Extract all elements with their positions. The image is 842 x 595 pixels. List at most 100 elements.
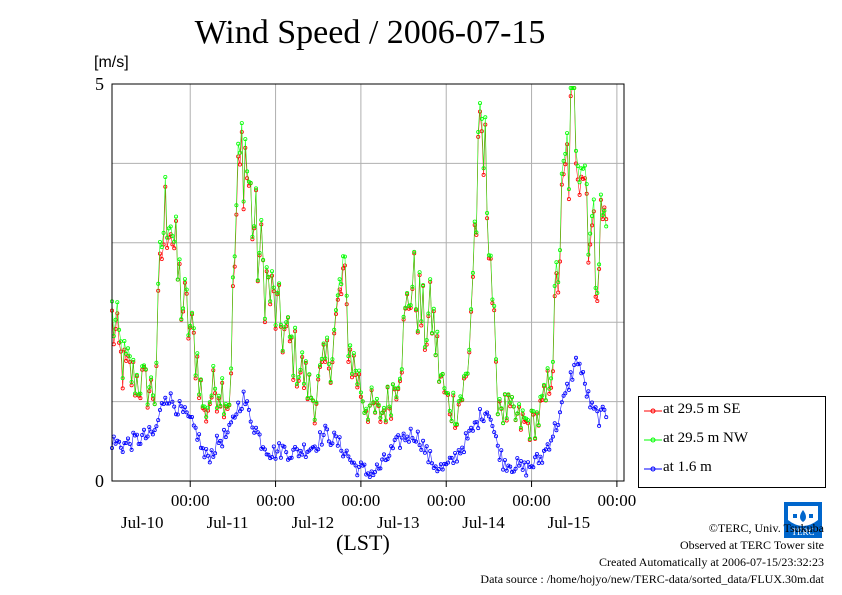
series-1-6m-point [374,462,379,467]
legend-swatch-se [644,408,662,414]
series-1-6m-point [223,435,228,440]
x-tick-date-label: Jul-14 [462,513,505,532]
series-se-point [577,192,582,197]
series-1-6m-point [378,466,383,471]
series-nw-point [126,346,131,351]
series-1-6m-point [524,473,529,478]
series-nw-point [346,354,351,359]
series-nw-point [181,306,186,311]
series-se-point [172,246,177,251]
series-nw-point [129,379,134,384]
series-1-6m-point [200,446,205,451]
series-nw-point [202,404,207,409]
series-nw-point [165,235,170,240]
series-1-6m-point [339,448,344,453]
series-nw-point [493,357,498,362]
series-nw-point [476,129,481,134]
series-1-6m-point [586,389,591,394]
series-nw-point [154,360,159,365]
series-1-6m-point [465,436,470,441]
series-nw-point [490,297,495,302]
series-nw-point [461,374,466,379]
x-tick-time-label: 00:00 [171,491,210,510]
series-1-6m-point [323,423,328,428]
series-nw-point [595,290,600,295]
series-nw-point [287,334,292,339]
series-nw-point [506,392,511,397]
series-nw-point [501,421,506,426]
series-1-6m-point [117,439,122,444]
series-nw-point [312,417,317,422]
series-1-6m-point [332,430,337,435]
series-1-6m-point [262,447,267,452]
series-1-6m-point [221,427,226,432]
series-1-6m-point [126,436,131,441]
series-nw-point [577,180,582,185]
series-1-6m-point [316,447,321,452]
series-1-6m-point [517,463,522,468]
series-nw-point [248,180,253,185]
footer-info: ©TERC, Univ. Tsukuba Observed at TERC To… [480,520,824,588]
series-se-point [346,359,351,364]
series-nw-point [243,137,248,142]
series-nw-point [200,404,205,409]
series-nw-point [383,418,388,423]
series-nw-point [150,393,155,398]
series-nw-point [138,391,143,396]
series-nw-point [310,398,315,403]
series-nw-point [381,405,386,410]
series-se-point [237,162,242,167]
series-se-point [339,292,344,297]
series-nw-point [597,262,602,267]
series-nw-point [451,390,456,395]
series-nw-point [330,357,335,362]
series-nw-point [460,397,465,402]
series-1-6m-point [337,435,342,440]
series-nw-point [389,413,394,418]
series-nw-point [499,406,504,411]
series-1-6m-point [550,434,555,439]
legend-item-nw: at 29.5 m NW [639,430,825,450]
series-nw-point [588,231,593,236]
series-1-6m-point [381,452,386,457]
series-1-6m-point [390,446,395,451]
series-1-6m-point [426,460,431,465]
series-nw-point [333,308,338,313]
series-1-6m-point [380,457,385,462]
series-1-6m-point [405,434,410,439]
series-nw-point [184,287,189,292]
series-1-6m-point [220,444,225,449]
series-1-6m-point [397,445,402,450]
series-nw-point [113,317,118,322]
series-se-point [556,290,561,295]
series-nw-point [479,116,484,121]
series-1-6m-point [284,450,289,455]
series-nw-point [280,348,285,353]
series-1-6m-point [140,432,145,437]
series-nw-point [141,363,146,368]
series-nw-point [269,269,274,274]
series-1-6m-point [597,423,602,428]
series-nw-point [355,382,360,387]
series-1-6m-point [602,407,607,412]
x-tick-date-label: Jul-12 [292,513,335,532]
series-1-6m-point [476,426,481,431]
series-1-6m-point [154,424,159,429]
series-se-point [118,349,123,354]
series-1-6m-point [485,410,490,415]
series-se-point [165,245,170,250]
series-nw-point [218,403,223,408]
series-1-6m-point [213,451,218,456]
legend-swatch-nw [644,437,662,443]
series-nw-point [348,343,353,348]
series-nw-point [394,395,399,400]
series-nw-point [133,391,138,396]
series-se-point [294,384,299,389]
series-1-6m-point [501,467,506,472]
series-nw-point [374,396,379,401]
series-1-6m-point [365,471,370,476]
series-nw-point [365,417,370,422]
series-nw-point [147,385,152,390]
series-1-6m-point [451,460,456,465]
